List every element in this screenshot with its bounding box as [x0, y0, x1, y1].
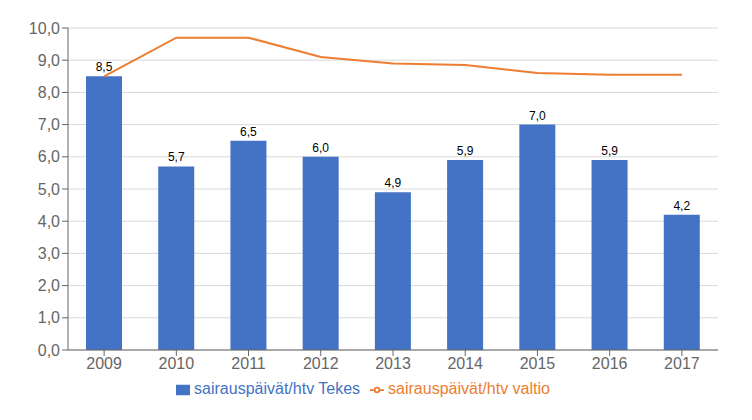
svg-text:7,0: 7,0	[529, 109, 546, 123]
svg-text:8,5: 8,5	[96, 60, 113, 74]
svg-text:2015: 2015	[520, 355, 556, 372]
svg-text:5,9: 5,9	[601, 144, 618, 158]
svg-text:1,0: 1,0	[38, 309, 60, 326]
svg-text:3,0: 3,0	[38, 245, 60, 262]
svg-text:2013: 2013	[375, 355, 411, 372]
svg-text:2009: 2009	[86, 355, 122, 372]
svg-text:6,5: 6,5	[240, 125, 257, 139]
svg-text:2017: 2017	[664, 355, 700, 372]
svg-text:10,0: 10,0	[29, 20, 60, 37]
svg-text:6,0: 6,0	[38, 148, 60, 165]
svg-text:5,9: 5,9	[457, 144, 474, 158]
svg-text:2014: 2014	[447, 355, 483, 372]
svg-text:2,0: 2,0	[38, 277, 60, 294]
svg-text:5,7: 5,7	[168, 150, 185, 164]
svg-text:4,9: 4,9	[385, 176, 402, 190]
html-text:sairauspäivät/htv Tekes: sairauspäivät/htv Tekes	[194, 380, 361, 397]
svg-text:8,0: 8,0	[38, 84, 60, 101]
svg-text:2012: 2012	[303, 355, 339, 372]
svg-text:0,0: 0,0	[38, 342, 60, 359]
svg-text:9,0: 9,0	[38, 52, 60, 69]
svg-text:4,0: 4,0	[38, 213, 60, 230]
svg-text:4,2: 4,2	[673, 199, 690, 213]
html-text:sairauspäivät/htv valtio: sairauspäivät/htv valtio	[388, 380, 550, 397]
svg-text:2016: 2016	[592, 355, 628, 372]
svg-text:6,0: 6,0	[312, 141, 329, 155]
svg-text:2011: 2011	[231, 355, 266, 372]
svg-text:7,0: 7,0	[38, 116, 60, 133]
svg-text:5,0: 5,0	[38, 181, 60, 198]
svg-text:2010: 2010	[159, 355, 195, 372]
